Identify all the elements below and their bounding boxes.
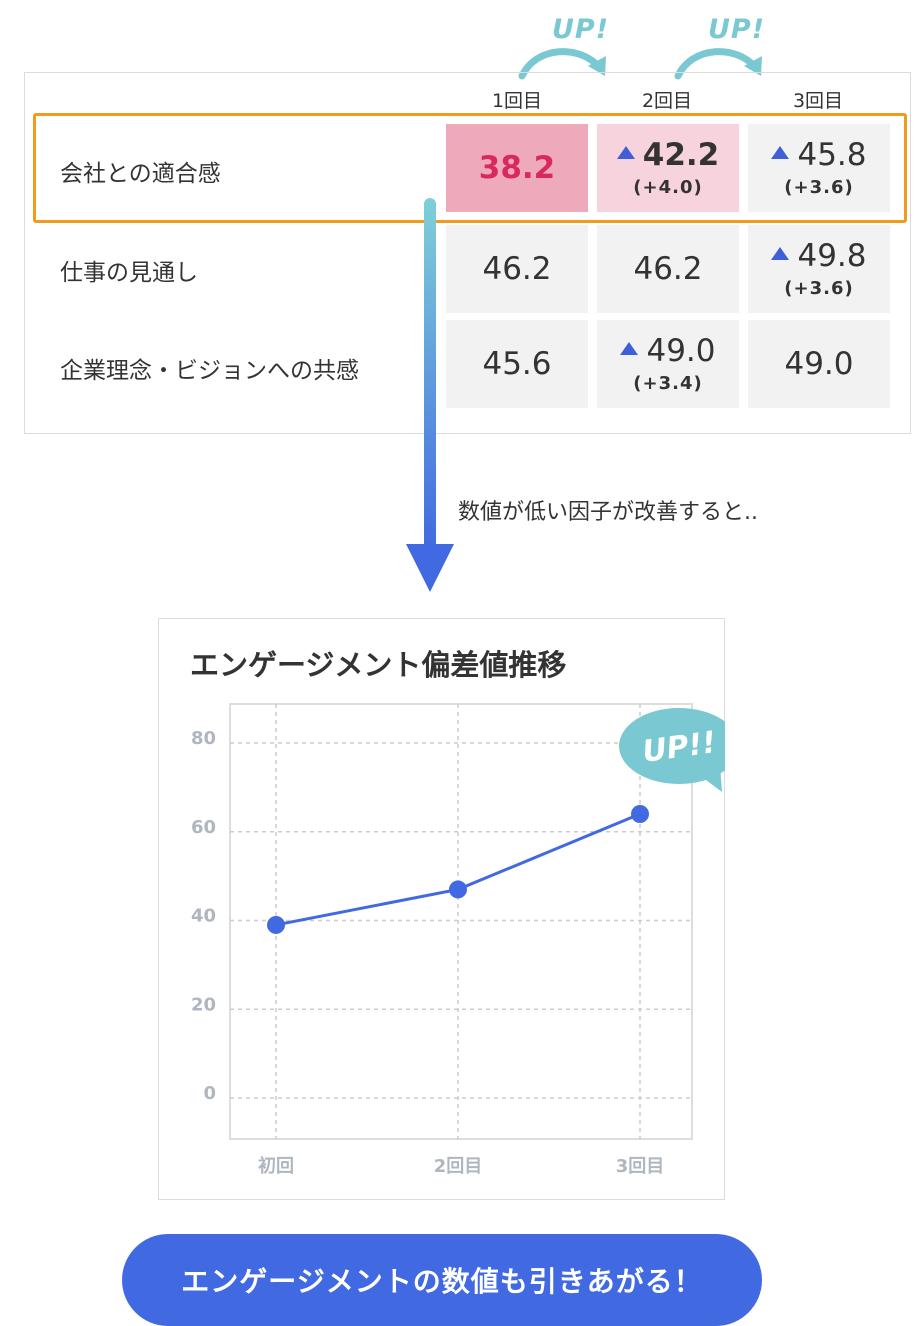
x-tick-label: 3回目 <box>616 1156 665 1177</box>
cell-fit-1: 38.2 <box>446 124 588 212</box>
row-label-fit: 会社との適合感 <box>60 161 221 187</box>
up-triangle-icon <box>616 146 635 160</box>
x-tick-label: 初回 <box>258 1155 294 1177</box>
data-point <box>631 805 649 823</box>
chart-title: エンゲージメント偏差値推移 <box>190 648 567 682</box>
cell-value: 49.0 <box>620 333 716 370</box>
cell-vision-3: 49.0 <box>748 320 890 408</box>
up-label-1: UP! <box>552 14 610 45</box>
column-header-2: 2回目 <box>641 90 693 112</box>
series-line <box>275 812 641 927</box>
data-point <box>267 915 285 934</box>
cell-value: 42.2 <box>616 137 720 174</box>
cell-outlook-2: 46.2 <box>597 225 739 313</box>
score-table <box>24 72 911 434</box>
cell-value: 45.8 <box>771 137 867 174</box>
column-header-1: 1回目 <box>491 90 543 112</box>
cell-value: 38.2 <box>478 149 556 186</box>
cell-value-text: 49.8 <box>797 238 867 275</box>
cell-value: 49.0 <box>784 345 854 382</box>
note-text: 数値が低い因子が改善すると.. <box>458 500 758 525</box>
cell-value-text: 49.0 <box>646 333 716 370</box>
y-tick-label: 0 <box>203 1083 216 1104</box>
cell-value-text: 45.8 <box>797 137 867 174</box>
cell-outlook-1: 46.2 <box>446 225 588 313</box>
cell-outlook-3: 49.8 (+3.6) <box>748 225 890 313</box>
cell-value: 49.8 <box>771 238 867 275</box>
up-arrows <box>518 48 762 80</box>
down-arrow-icon <box>406 198 454 592</box>
up-triangle-icon <box>771 247 790 261</box>
cell-delta: (+3.6) <box>784 176 854 198</box>
chart-card <box>158 618 725 1200</box>
plot-area <box>229 703 693 1140</box>
cell-delta: (+3.6) <box>784 277 854 299</box>
cell-fit-3: 45.8 (+3.6) <box>748 124 890 212</box>
highlight-box <box>33 113 907 223</box>
y-tick-label: 40 <box>191 906 216 927</box>
column-header-3: 3回目 <box>792 90 844 112</box>
cell-vision-2: 49.0 (+3.4) <box>597 320 739 408</box>
x-tick-label: 2回目 <box>434 1156 483 1177</box>
cell-delta: (+3.4) <box>633 372 703 394</box>
up-label-2: UP! <box>708 14 766 45</box>
data-point <box>449 880 467 899</box>
row-label-vision: 企業理念・ビジョンへの共感 <box>60 358 359 384</box>
y-tick-label: 20 <box>191 994 216 1015</box>
cell-fit-2: 42.2 (+4.0) <box>597 124 739 212</box>
up-triangle-icon <box>620 342 639 356</box>
cell-value-text: 42.2 <box>642 137 720 174</box>
row-label-outlook: 仕事の見通し <box>60 260 198 286</box>
cell-value: 46.2 <box>482 250 552 287</box>
cell-value: 46.2 <box>633 250 703 287</box>
cell-vision-1: 45.6 <box>446 320 588 408</box>
y-tick-label: 80 <box>191 728 216 749</box>
callout-bubble <box>619 708 725 784</box>
up-arrow-2 <box>674 48 762 80</box>
cta-button[interactable]: エンゲージメントの数値も引きあがる！ <box>122 1234 762 1326</box>
up-triangle-icon <box>771 146 790 160</box>
y-tick-label: 60 <box>191 817 216 838</box>
cell-value: 45.6 <box>482 345 552 382</box>
cell-delta: (+4.0) <box>633 176 703 198</box>
up-arrow-1 <box>518 48 606 80</box>
callout-tail <box>698 764 722 792</box>
